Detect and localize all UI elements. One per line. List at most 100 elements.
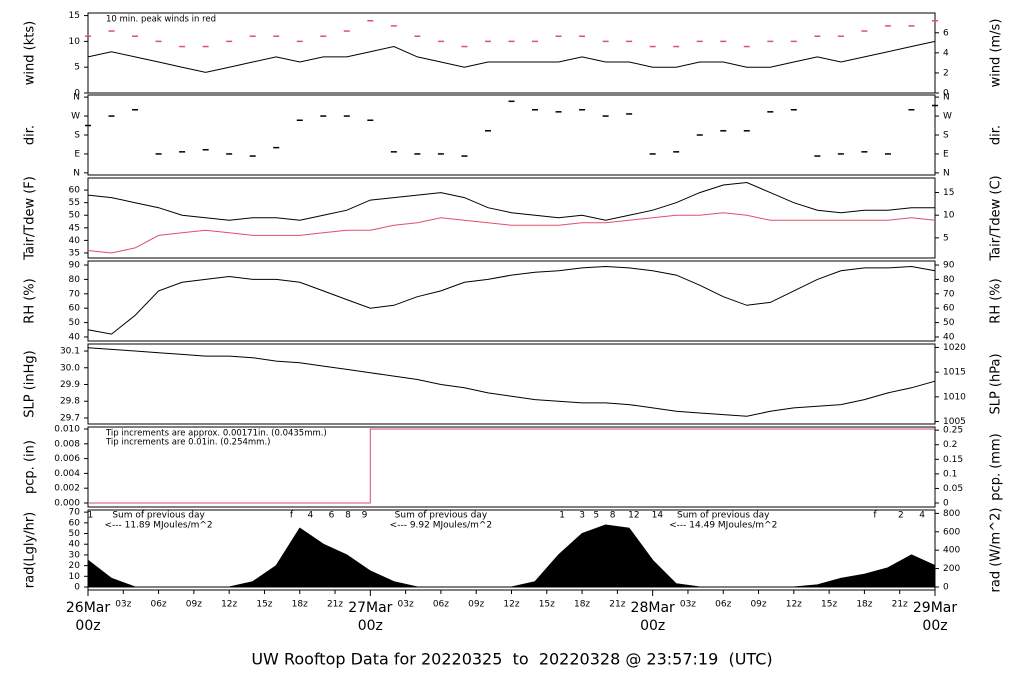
y2-tick-label: W [943,112,952,122]
y-axis-label: pcp. (in) [23,440,38,494]
series-line [87,212,936,254]
y-tick-label: 10 [69,572,81,582]
date-label: 27Mar [348,600,392,616]
x-tick-label: 15z [539,600,555,610]
y2-axis-label: rad (W/m^2) [989,508,1004,593]
y2-tick-label: 50 [943,318,955,328]
y2-axis-label: pcp. (mm) [989,433,1004,500]
y2-axis-label: wind (m/s) [989,19,1004,88]
x-tick-label: 15z [821,600,837,610]
date-label: 29Mar [913,600,957,616]
day-sum-value: <--- 14.49 MJoules/m^2 [669,521,777,531]
hour-mark: 8 [345,511,351,521]
y-tick-label: 40 [69,540,81,550]
panel-frame [87,426,936,508]
x-tick-label: 06z [715,600,731,610]
y-tick-label: N [73,93,80,103]
x-tick-label: 06z [150,600,166,610]
x-tick-label: 21z [609,600,625,610]
y-axis-label: rad(Lgly/hr) [23,512,38,588]
hour-mark: 9 [362,511,368,521]
y-tick-label: 20 [69,561,81,571]
day-sum-label: Sum of previous day [395,511,488,521]
series-line [87,181,935,221]
hour-mark: 12 [628,511,639,521]
y-tick-label: W [71,112,80,122]
panel-frame [87,260,936,342]
y-tick-label: 29.9 [60,380,80,390]
note: Tip increments are approx. 0.00171in. (0… [105,429,327,439]
y2-tick-label: 0 [943,499,949,509]
hour-mark: 2 [898,511,904,521]
y2-tick-label: 1020 [943,343,966,353]
y2-tick-label: 60 [943,304,955,314]
y-tick-label: N [73,168,80,178]
y-axis-label: SLP (inHg) [23,350,38,418]
y2-tick-label: 1010 [943,392,966,402]
series-line [87,40,936,73]
x-tick-label: 15z [256,600,272,610]
y-tick-label: 0.004 [54,469,80,479]
y-axis-label: dir. [23,125,38,145]
y-tick-label: 0 [74,89,80,99]
x-tick-label: 09z [750,600,766,610]
y-tick-label: 40 [69,236,81,246]
date-hour-label: 00z [75,618,100,634]
panel-frame [87,509,936,591]
y-tick-label: 0 [74,583,80,593]
y-tick-label: 50 [69,318,81,328]
y2-tick-label: 4 [943,48,949,58]
hour-mark: 6 [329,511,335,521]
y-tick-label: 0.006 [54,454,80,464]
hour-mark: f [873,511,877,521]
x-tick-label: 12z [221,600,237,610]
y-tick-label: 35 [69,248,80,258]
panel-frame [87,177,936,259]
y-tick-label: 0.008 [54,439,80,449]
hour-mark: 14 [652,511,664,521]
y-tick-label: 90 [69,261,81,271]
hour-mark: 5 [593,511,599,521]
y-tick-label: S [74,131,80,141]
hour-mark: 3 [579,511,585,521]
y2-tick-label: 800 [943,509,960,519]
x-tick-label: 18z [856,600,872,610]
y2-tick-label: N [943,168,950,178]
hour-mark: 8 [610,511,616,521]
y2-tick-label: 200 [943,564,960,574]
y-tick-label: 10 [69,37,81,47]
day-sum-value: <--- 11.89 MJoules/m^2 [104,521,212,531]
y-tick-label: 70 [69,289,81,299]
y-tick-label: 60 [69,186,81,196]
y-tick-label: 5 [74,63,80,73]
y2-axis-label: SLP (hPa) [989,353,1004,414]
y-tick-label: 50 [69,211,81,221]
y2-tick-label: 80 [943,275,955,285]
y-tick-label: 60 [69,518,81,528]
y-tick-label: 30.1 [60,347,80,357]
series-line [88,428,935,504]
date-hour-label: 00z [358,618,383,634]
x-tick-label: 09z [186,600,202,610]
y2-tick-label: 70 [943,289,955,299]
y2-tick-label: 0.25 [943,426,963,436]
y-tick-label: 30 [69,550,81,560]
y2-tick-label: 15 [943,188,954,198]
y2-tick-label: 0.2 [943,440,957,450]
y-tick-label: 0.010 [54,424,80,434]
y-tick-label: 0.002 [54,484,80,494]
y-axis-label: RH (%) [23,278,38,323]
area [87,524,936,588]
x-tick-label: 21z [327,600,343,610]
panel-frame [87,343,936,425]
y-tick-label: 40 [69,332,81,342]
y2-tick-label: N [943,93,950,103]
x-tick-label: 12z [786,600,802,610]
x-tick-label: 03z [398,600,414,610]
x-tick-label: 03z [680,600,696,610]
date-hour-label: 00z [640,618,665,634]
x-tick-label: 09z [468,600,484,610]
y2-tick-label: 0.15 [943,455,963,465]
y-tick-label: 30.0 [60,363,80,373]
